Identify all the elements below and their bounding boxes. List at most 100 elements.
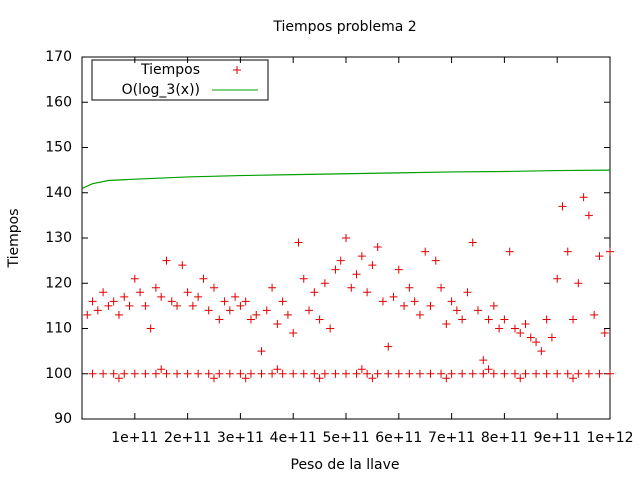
point xyxy=(236,369,245,378)
point xyxy=(368,374,377,383)
point xyxy=(595,369,604,378)
point xyxy=(400,301,409,310)
point xyxy=(510,324,519,333)
point xyxy=(157,365,166,374)
point xyxy=(167,297,176,306)
point xyxy=(484,315,493,324)
point xyxy=(500,315,509,324)
point xyxy=(537,347,546,356)
point xyxy=(120,292,129,301)
point xyxy=(268,283,277,292)
x-tick-label: 9e+11 xyxy=(534,430,581,446)
point xyxy=(83,310,92,319)
y-axis-label: Tiempos xyxy=(6,208,22,268)
point xyxy=(405,369,414,378)
point xyxy=(352,369,361,378)
point xyxy=(532,369,541,378)
point xyxy=(569,315,578,324)
point xyxy=(278,369,287,378)
point xyxy=(426,369,435,378)
point xyxy=(447,369,456,378)
point xyxy=(99,369,108,378)
point xyxy=(241,374,250,383)
point xyxy=(521,319,530,328)
point xyxy=(489,301,498,310)
point xyxy=(141,301,150,310)
point xyxy=(151,369,160,378)
point xyxy=(194,292,203,301)
point xyxy=(347,283,356,292)
point xyxy=(336,256,345,265)
point xyxy=(516,329,525,338)
point xyxy=(220,297,229,306)
point xyxy=(183,369,192,378)
point xyxy=(357,252,366,261)
point xyxy=(320,369,329,378)
point xyxy=(130,274,139,283)
point xyxy=(410,297,419,306)
point xyxy=(579,193,588,202)
point xyxy=(305,306,314,315)
point xyxy=(357,365,366,374)
point xyxy=(606,247,614,256)
legend-label: Tiempos xyxy=(140,62,200,78)
point xyxy=(495,324,504,333)
x-tick-label: 7e+11 xyxy=(428,430,475,446)
x-tick-label: 6e+11 xyxy=(375,430,422,446)
point xyxy=(283,310,292,319)
point xyxy=(363,369,372,378)
line xyxy=(82,169,611,189)
point xyxy=(378,297,387,306)
point xyxy=(99,288,108,297)
point xyxy=(584,211,593,220)
point xyxy=(315,374,324,383)
point xyxy=(600,329,609,338)
point xyxy=(500,369,509,378)
point xyxy=(268,369,277,378)
point xyxy=(278,297,287,306)
y-tick-label: 160 xyxy=(45,94,72,110)
point xyxy=(257,369,266,378)
point xyxy=(162,369,171,378)
point xyxy=(114,374,123,383)
point xyxy=(468,238,477,247)
point xyxy=(204,369,213,378)
point xyxy=(146,324,155,333)
point xyxy=(188,301,197,310)
point xyxy=(452,306,461,315)
point xyxy=(510,369,519,378)
point xyxy=(394,265,403,274)
point xyxy=(479,369,488,378)
point xyxy=(521,369,530,378)
point xyxy=(88,369,97,378)
x-tick-label: 1e+11 xyxy=(111,430,158,446)
point xyxy=(389,292,398,301)
point xyxy=(262,306,271,315)
y-tick-label: 100 xyxy=(45,366,72,382)
point xyxy=(225,369,234,378)
point xyxy=(442,319,451,328)
point xyxy=(384,369,393,378)
point xyxy=(310,369,319,378)
point xyxy=(352,270,361,279)
point xyxy=(516,374,525,383)
point xyxy=(384,342,393,351)
point xyxy=(574,369,583,378)
point xyxy=(215,315,224,324)
point xyxy=(526,333,535,342)
x-tick-label: 4e+11 xyxy=(270,430,317,446)
point xyxy=(431,256,440,265)
y-tick-label: 120 xyxy=(45,275,72,291)
point xyxy=(289,369,298,378)
point xyxy=(547,333,556,342)
point xyxy=(210,374,218,383)
point xyxy=(114,310,123,319)
point xyxy=(299,274,308,283)
point xyxy=(236,301,245,310)
point xyxy=(426,301,435,310)
point xyxy=(373,369,382,378)
point xyxy=(93,306,102,315)
point xyxy=(421,247,430,256)
point xyxy=(363,288,372,297)
point xyxy=(109,297,118,306)
